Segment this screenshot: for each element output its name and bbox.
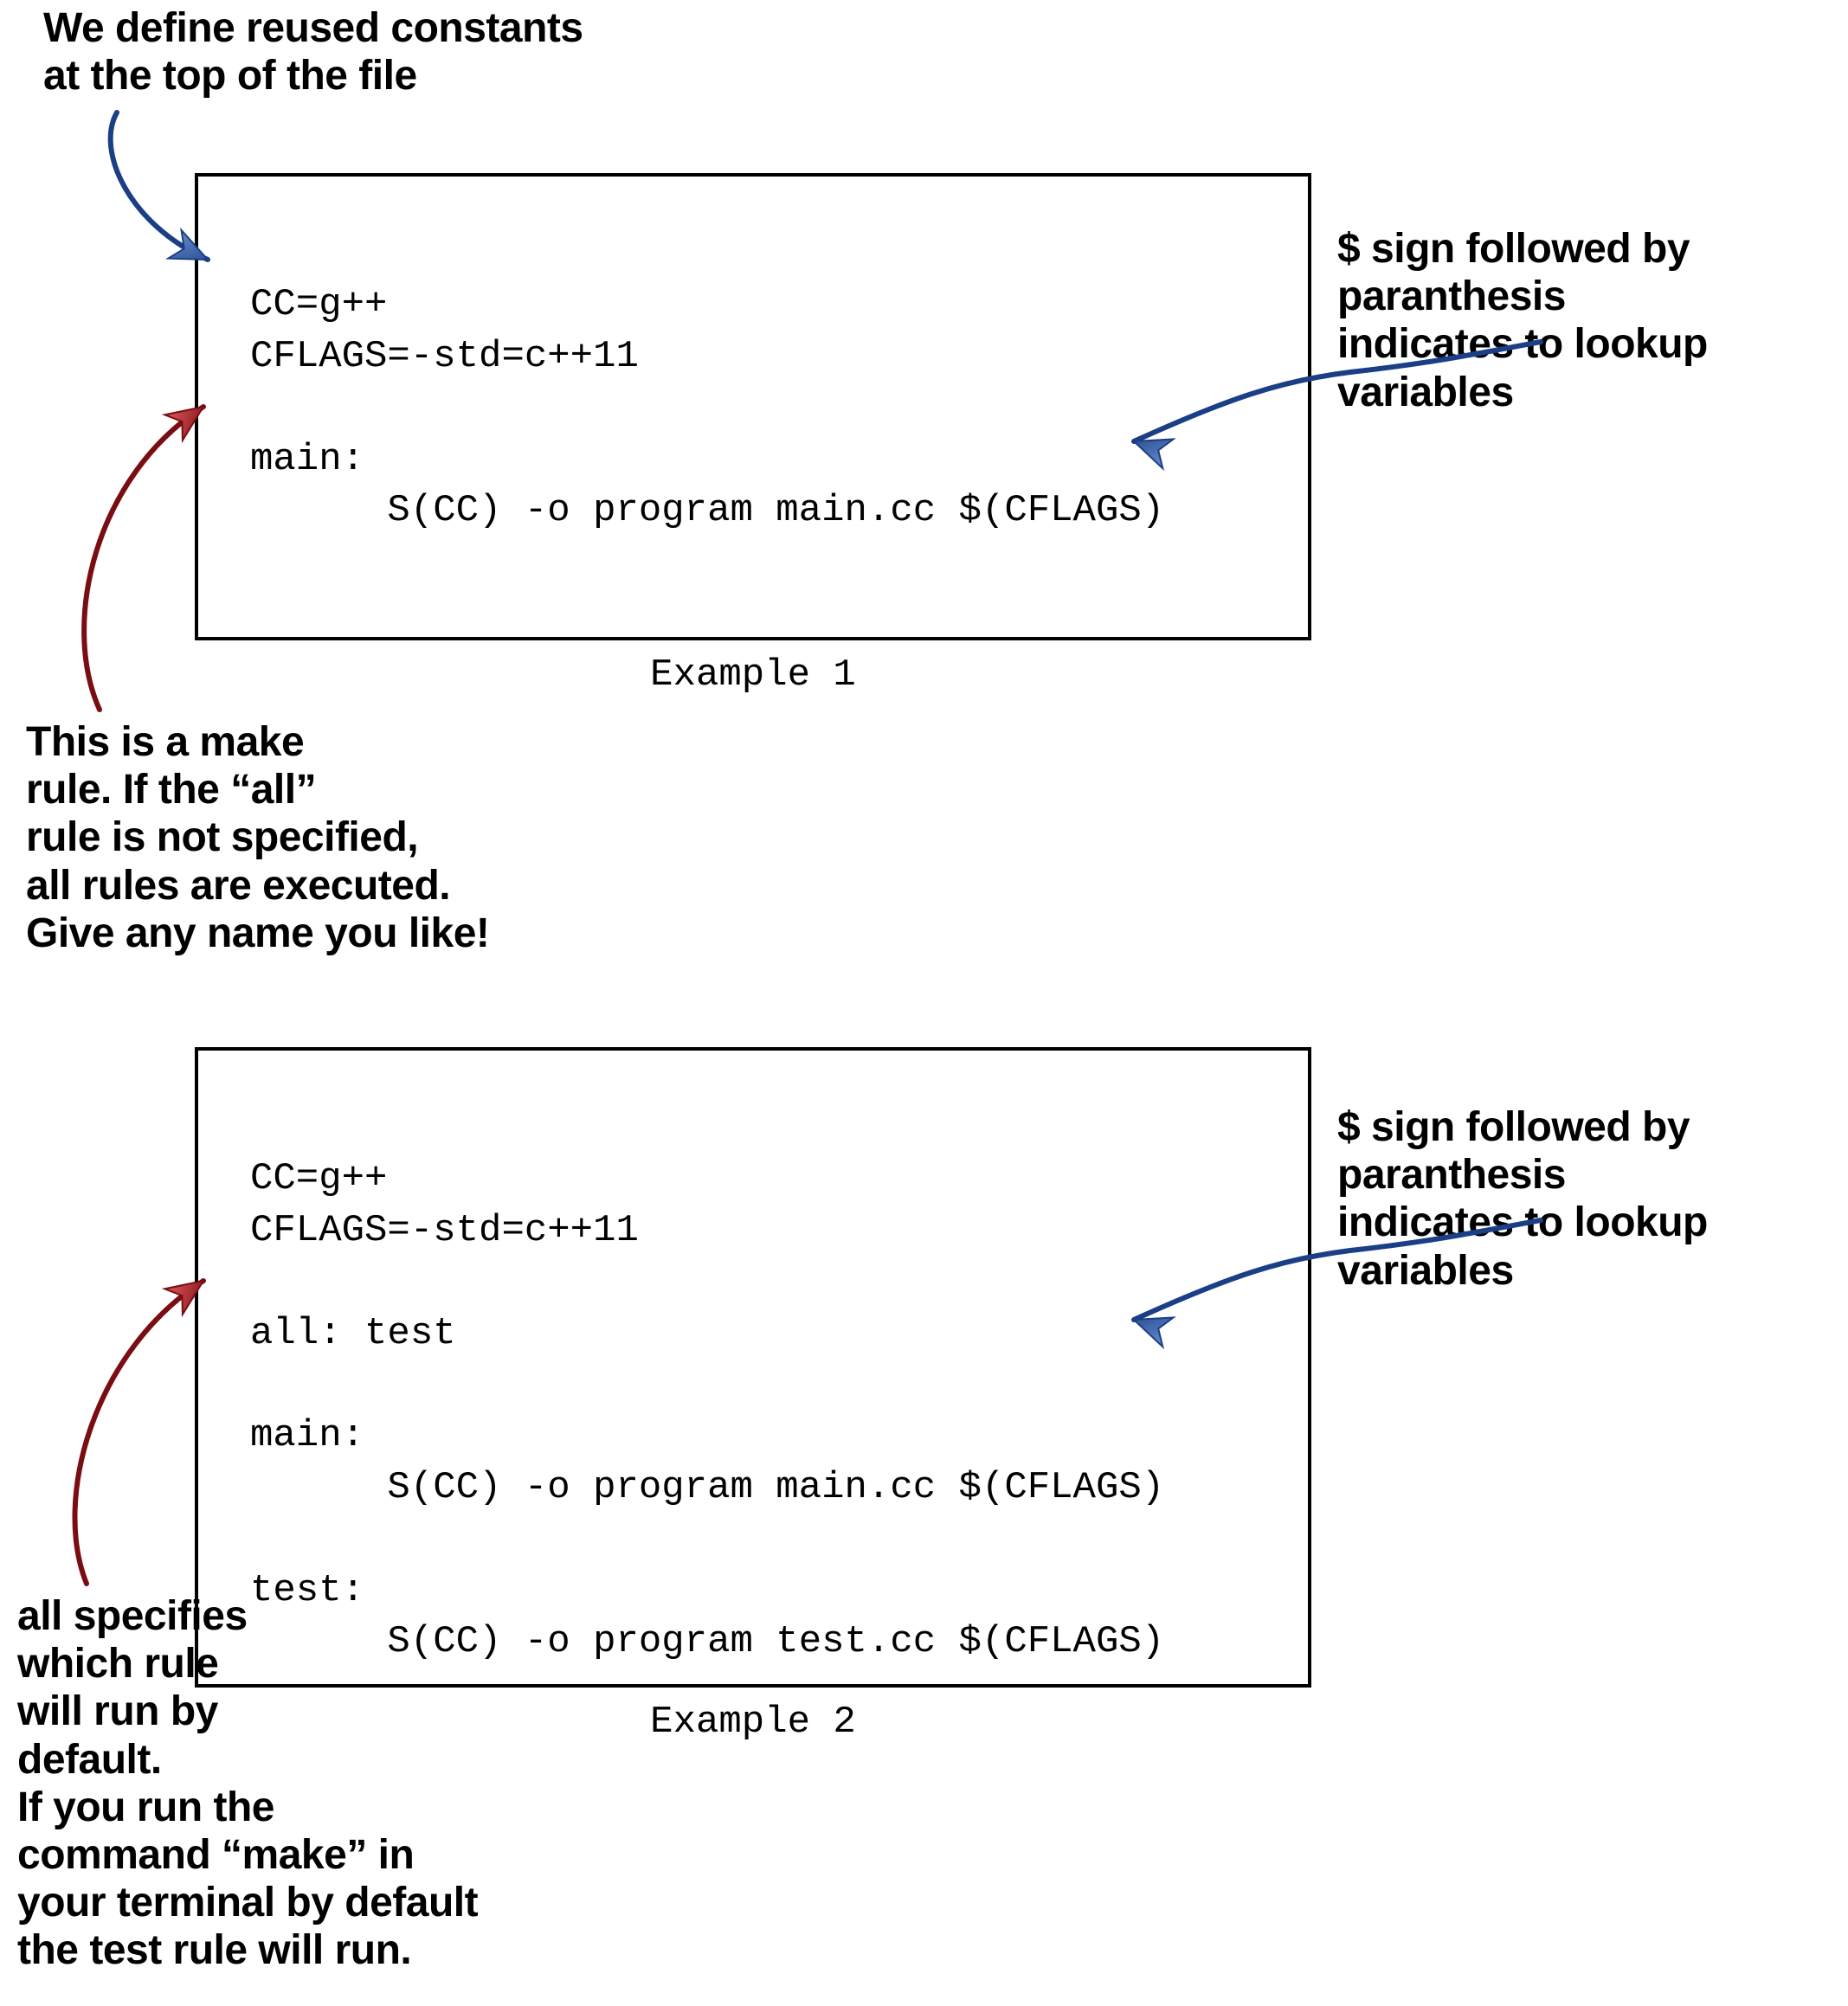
- example2-code: CC=g++ CFLAGS=-std=c++11 all: test main:…: [250, 1157, 1164, 1663]
- example2-code-box: CC=g++ CFLAGS=-std=c++11 all: test main:…: [195, 1047, 1311, 1688]
- example1-code-box: CC=g++ CFLAGS=-std=c++11 main: S(CC) -o …: [195, 173, 1311, 640]
- annotation-constants: We define reused constants at the top of…: [43, 4, 583, 100]
- example1-caption: Example 1: [519, 653, 987, 697]
- annotation-make-rule: This is a make rule. If the “all” rule i…: [26, 718, 489, 957]
- annotation-dollar-2: $ sign followed by paranthesis indicates…: [1337, 1103, 1848, 1295]
- annotation-all-specifies: all specifies which rule will run by def…: [17, 1592, 478, 1975]
- example2-caption: Example 2: [519, 1701, 987, 1744]
- arrow-to-main-rule: [84, 394, 212, 710]
- annotation-dollar-1: $ sign followed by paranthesis indicates…: [1337, 225, 1848, 416]
- example1-code: CC=g++ CFLAGS=-std=c++11 main: S(CC) -o …: [250, 283, 1164, 532]
- arrow-to-all-rule: [74, 1268, 212, 1584]
